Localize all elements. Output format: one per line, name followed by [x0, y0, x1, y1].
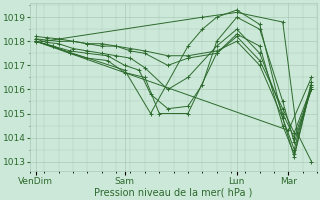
X-axis label: Pression niveau de la mer( hPa ): Pression niveau de la mer( hPa ): [94, 187, 253, 197]
